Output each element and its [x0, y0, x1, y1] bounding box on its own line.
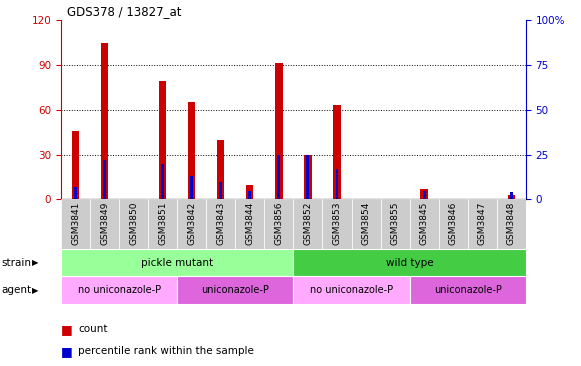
- Bar: [191, 176, 193, 199]
- Bar: [249, 190, 252, 199]
- Text: no uniconazole-P: no uniconazole-P: [310, 285, 393, 295]
- Bar: [72, 131, 79, 199]
- Bar: [177, 199, 206, 249]
- Bar: [264, 199, 293, 249]
- Text: count: count: [78, 324, 108, 335]
- Text: GSM3845: GSM3845: [419, 202, 429, 245]
- Text: GSM3855: GSM3855: [390, 202, 400, 246]
- Bar: [217, 140, 224, 199]
- Bar: [188, 102, 195, 199]
- Bar: [220, 182, 223, 199]
- Bar: [275, 63, 282, 199]
- Text: GSM3844: GSM3844: [245, 202, 254, 245]
- Text: ■: ■: [61, 345, 73, 358]
- Bar: [439, 199, 468, 249]
- Bar: [74, 187, 77, 199]
- Bar: [410, 276, 526, 304]
- Text: GSM3851: GSM3851: [158, 202, 167, 246]
- Bar: [423, 190, 425, 199]
- Text: percentile rank within the sample: percentile rank within the sample: [78, 346, 254, 356]
- Bar: [103, 160, 106, 199]
- Text: ■: ■: [61, 323, 73, 336]
- Text: GSM3849: GSM3849: [100, 202, 109, 245]
- Bar: [352, 199, 381, 249]
- Bar: [177, 276, 293, 304]
- Bar: [206, 199, 235, 249]
- Text: strain: strain: [1, 258, 31, 268]
- Text: GSM3846: GSM3846: [449, 202, 458, 245]
- Text: GSM3841: GSM3841: [71, 202, 80, 245]
- Text: uniconazole-P: uniconazole-P: [434, 285, 501, 295]
- Text: ▶: ▶: [32, 258, 38, 267]
- Bar: [162, 164, 164, 199]
- Bar: [148, 199, 177, 249]
- Text: GDS378 / 13827_at: GDS378 / 13827_at: [67, 5, 181, 18]
- Bar: [410, 199, 439, 249]
- Bar: [322, 199, 352, 249]
- Bar: [61, 249, 293, 276]
- Bar: [61, 199, 90, 249]
- Bar: [235, 199, 264, 249]
- Bar: [508, 195, 515, 199]
- Bar: [90, 199, 119, 249]
- Bar: [497, 199, 526, 249]
- Text: no uniconazole-P: no uniconazole-P: [77, 285, 161, 295]
- Bar: [307, 154, 310, 199]
- Text: GSM3848: GSM3848: [507, 202, 516, 245]
- Bar: [510, 192, 513, 199]
- Text: agent: agent: [1, 285, 31, 295]
- Text: GSM3847: GSM3847: [478, 202, 487, 245]
- Text: GSM3852: GSM3852: [303, 202, 313, 245]
- Bar: [119, 199, 148, 249]
- Bar: [246, 184, 253, 199]
- Text: GSM3856: GSM3856: [274, 202, 284, 246]
- Text: GSM3842: GSM3842: [187, 202, 196, 245]
- Bar: [304, 154, 311, 199]
- Bar: [293, 199, 322, 249]
- Bar: [159, 81, 166, 199]
- Bar: [61, 276, 177, 304]
- Text: GSM3843: GSM3843: [216, 202, 225, 245]
- Text: ▶: ▶: [32, 285, 38, 295]
- Text: pickle mutant: pickle mutant: [141, 258, 213, 268]
- Bar: [278, 154, 280, 199]
- Bar: [336, 169, 338, 199]
- Text: GSM3853: GSM3853: [332, 202, 342, 246]
- Bar: [101, 42, 108, 199]
- Text: GSM3854: GSM3854: [361, 202, 371, 245]
- Bar: [293, 276, 410, 304]
- Text: GSM3850: GSM3850: [129, 202, 138, 246]
- Text: wild type: wild type: [386, 258, 433, 268]
- Bar: [468, 199, 497, 249]
- Bar: [333, 105, 340, 199]
- Bar: [381, 199, 410, 249]
- Bar: [293, 249, 526, 276]
- Bar: [421, 189, 428, 199]
- Text: uniconazole-P: uniconazole-P: [202, 285, 269, 295]
